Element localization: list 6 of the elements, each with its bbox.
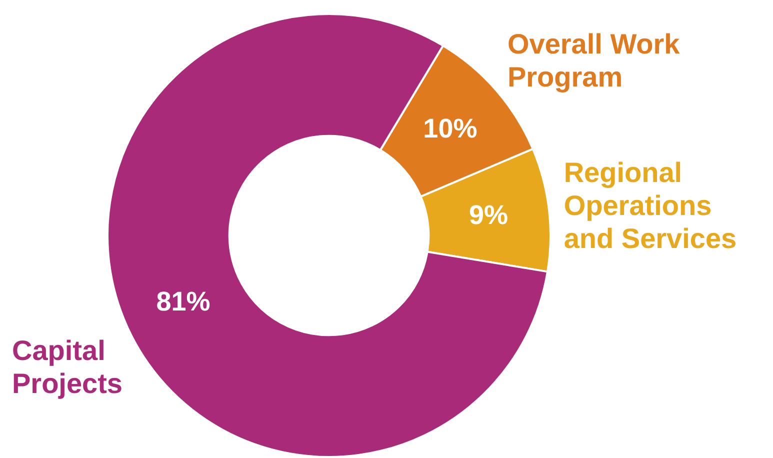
slice-label: Overall Work Program [507, 28, 680, 93]
data-label: 10% [423, 114, 478, 144]
data-label: 81% [156, 286, 210, 316]
slice-label: Regional Operations and Services [564, 157, 737, 254]
data-label: 9% [468, 200, 508, 230]
slice-label: Capital Projects [12, 334, 122, 399]
